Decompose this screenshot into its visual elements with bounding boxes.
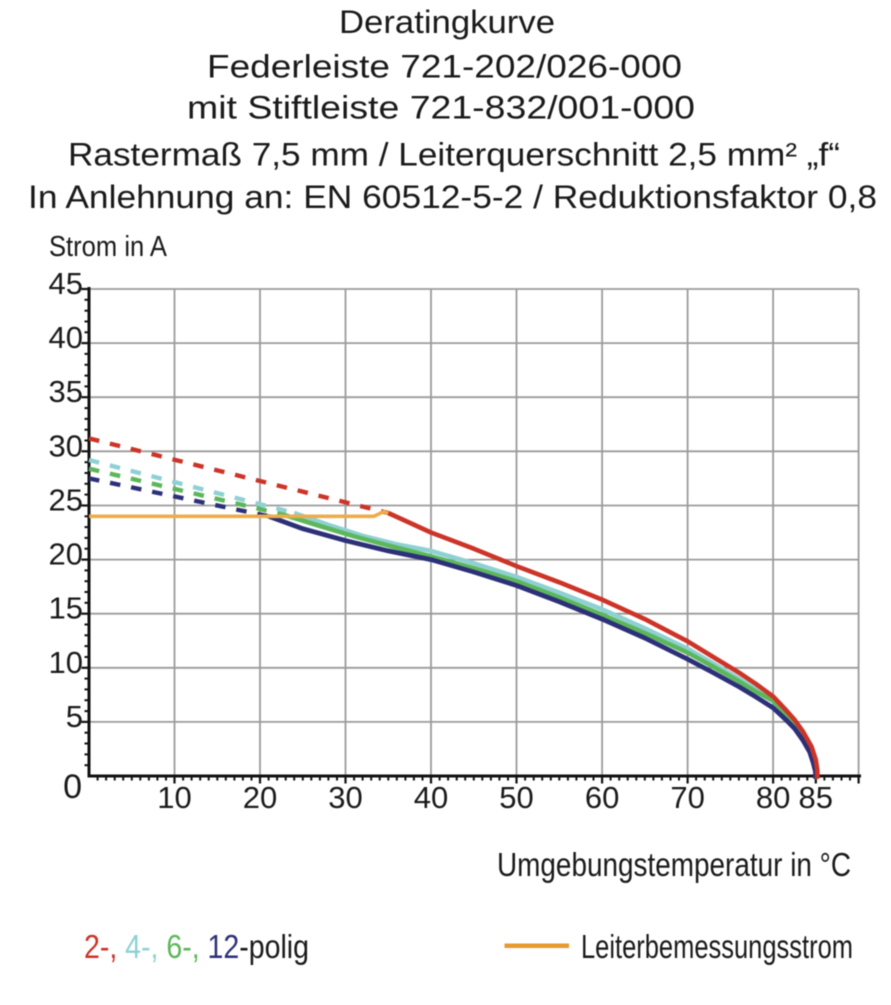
svg-text:60: 60 — [585, 780, 619, 815]
svg-text:70: 70 — [670, 780, 704, 815]
svg-text:35: 35 — [49, 374, 83, 409]
svg-text:10: 10 — [157, 780, 191, 815]
svg-text:5: 5 — [66, 699, 83, 734]
svg-text:In Anlehnung an: EN 60512-5-2: In Anlehnung an: EN 60512-5-2 / Reduktio… — [28, 179, 877, 215]
svg-text:Umgebungstemperatur in °C: Umgebungstemperatur in °C — [497, 846, 851, 883]
svg-text:40: 40 — [414, 780, 448, 815]
svg-text:15: 15 — [49, 591, 83, 626]
svg-text:30: 30 — [328, 780, 362, 815]
svg-text:Leiterbemessungsstrom: Leiterbemessungsstrom — [581, 928, 853, 965]
svg-text:Rastermaß 7,5 mm / Leiterquers: Rastermaß 7,5 mm / Leiterquerschnitt 2,5… — [68, 137, 840, 173]
svg-text:Federleiste 721-202/026-000: Federleiste 721-202/026-000 — [207, 49, 682, 85]
svg-text:40: 40 — [49, 320, 83, 355]
svg-text:2-, 4-, 6-, 12-polig: 2-, 4-, 6-, 12-polig — [84, 928, 309, 965]
svg-text:20: 20 — [49, 537, 83, 572]
svg-text:85: 85 — [799, 780, 833, 815]
svg-text:mit Stiftleiste 721-832/001-00: mit Stiftleiste 721-832/001-000 — [187, 90, 695, 126]
svg-text:20: 20 — [243, 780, 277, 815]
svg-text:50: 50 — [499, 780, 533, 815]
svg-text:30: 30 — [49, 428, 83, 463]
svg-text:Deratingkurve: Deratingkurve — [339, 4, 555, 40]
svg-text:10: 10 — [49, 645, 83, 680]
svg-text:25: 25 — [49, 483, 83, 518]
svg-text:0: 0 — [63, 768, 82, 806]
svg-text:Strom in A: Strom in A — [49, 231, 168, 263]
svg-text:45: 45 — [49, 266, 83, 301]
svg-text:80: 80 — [756, 780, 790, 815]
